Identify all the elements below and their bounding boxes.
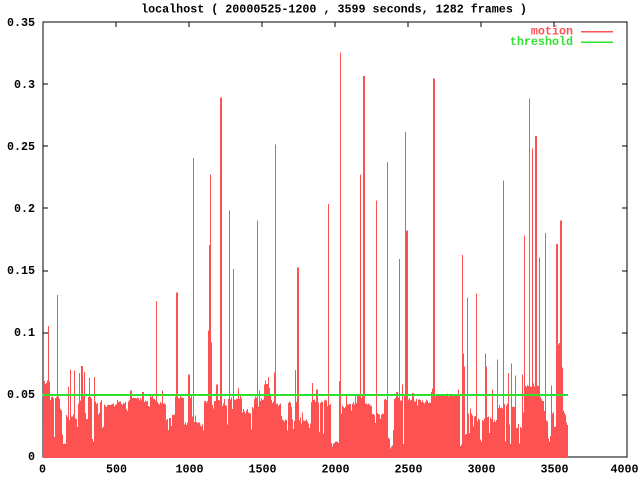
- svg-text:1500: 1500: [248, 463, 276, 477]
- svg-text:4000: 4000: [610, 463, 638, 477]
- svg-text:0.15: 0.15: [7, 264, 35, 278]
- svg-text:3500: 3500: [540, 463, 568, 477]
- svg-text:3000: 3000: [467, 463, 495, 477]
- svg-text:localhost ( 20000525-1200 , 35: localhost ( 20000525-1200 , 3599 seconds…: [141, 2, 527, 16]
- svg-text:0.35: 0.35: [7, 16, 35, 30]
- svg-text:2500: 2500: [394, 463, 422, 477]
- svg-text:motion: motion: [531, 25, 573, 39]
- svg-text:0.1: 0.1: [14, 326, 35, 340]
- svg-text:2000: 2000: [321, 463, 349, 477]
- svg-text:threshold: threshold: [510, 35, 573, 49]
- svg-text:0: 0: [39, 463, 46, 477]
- svg-text:0.25: 0.25: [7, 140, 35, 154]
- svg-text:0: 0: [28, 450, 35, 464]
- svg-text:0.05: 0.05: [7, 388, 35, 402]
- svg-text:0.3: 0.3: [14, 78, 35, 92]
- svg-text:1000: 1000: [175, 463, 203, 477]
- svg-text:0.2: 0.2: [14, 202, 35, 216]
- svg-text:500: 500: [106, 463, 127, 477]
